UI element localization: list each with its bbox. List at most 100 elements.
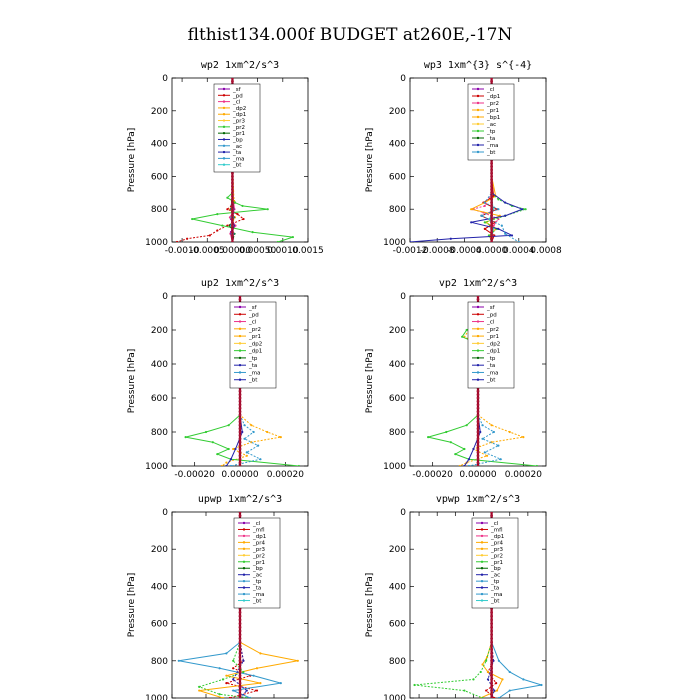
series-point <box>492 224 495 227</box>
series-point <box>463 464 466 466</box>
zero-profile-point <box>476 461 480 464</box>
zero-profile-point <box>238 651 242 655</box>
series-point <box>279 682 282 685</box>
series-point <box>504 232 507 235</box>
zero-profile-point <box>490 618 493 622</box>
zero-profile-point <box>238 611 242 614</box>
legend-entry: _bt <box>252 599 262 605</box>
series-point <box>228 216 232 219</box>
y-axis-label: Pressure [hPa] <box>365 573 375 638</box>
zero-profile-point <box>490 622 493 625</box>
zero-profile-point <box>231 191 234 195</box>
series-point <box>483 204 486 208</box>
y-tick-label: 800 <box>389 205 406 215</box>
legend-marker <box>476 363 480 367</box>
zero-profile-point <box>490 689 493 692</box>
zero-profile-point <box>238 681 242 685</box>
zero-profile-point <box>490 234 493 237</box>
zero-profile-point <box>238 629 242 633</box>
series-point <box>221 678 225 681</box>
series-point <box>232 667 235 670</box>
legend-marker <box>476 342 480 345</box>
legend-marker <box>476 150 480 154</box>
legend-entry: _dp1 <box>490 534 504 540</box>
x-tick-label: -0.0004 <box>447 246 482 256</box>
legend-box <box>467 83 515 161</box>
zero-profile-point <box>238 430 242 434</box>
figure-title: flthist134.000f BUDGET at260E,-17N <box>188 25 513 45</box>
y-tick-label: 600 <box>151 394 168 404</box>
zero-profile-point <box>231 178 234 182</box>
series-point <box>241 204 244 208</box>
series-point <box>522 678 525 681</box>
y-tick-label: 0 <box>162 508 168 518</box>
series-point <box>495 682 498 685</box>
zero-profile-point <box>490 168 493 172</box>
series-point <box>216 213 219 216</box>
series-point <box>485 454 489 457</box>
panel-title: up2 1xm^2/s^3 <box>201 278 279 289</box>
zero-profile-point <box>238 447 242 451</box>
legend-marker <box>242 534 246 538</box>
series-point <box>508 689 511 692</box>
legend-entry: _ac <box>490 573 500 579</box>
y-axis-label: Pressure [hPa] <box>365 349 375 414</box>
zero-profile-point <box>238 464 242 466</box>
panel-title: vp2 1xm^2/s^3 <box>439 278 517 289</box>
zero-profile-point <box>231 220 234 224</box>
series-point <box>504 201 507 204</box>
zero-profile-point <box>231 234 234 237</box>
panels: wp2 1xm^2/s^3 Pressure [hPa] 0 200 400 600 800… <box>127 60 562 700</box>
series-point <box>487 234 490 237</box>
legend-entry: _pr3 <box>252 547 266 553</box>
legend-entry: _bp <box>490 566 501 572</box>
zero-profile-point <box>238 696 242 698</box>
series-point <box>221 224 224 227</box>
series-point <box>242 659 245 662</box>
zero-profile-point <box>231 211 234 214</box>
zero-profile-point <box>238 689 242 692</box>
series-point <box>490 424 493 427</box>
series-point <box>470 221 473 224</box>
series-point <box>228 696 231 698</box>
legend-entry: _ma <box>252 592 264 598</box>
series-point <box>216 229 219 232</box>
legend-entry: _tp <box>486 129 496 135</box>
series-point <box>198 689 201 692</box>
legend-marker <box>480 586 484 589</box>
zero-profile-point <box>490 171 493 175</box>
legend-marker <box>238 349 242 352</box>
zero-profile-point <box>490 240 493 242</box>
panel-2: wp3 1xm^{3} s^{-4} Pressure [hPa] 0 200 400 6… <box>365 60 562 256</box>
series-point <box>276 240 279 242</box>
zero-profile-point <box>490 670 493 674</box>
legend-marker <box>242 528 246 531</box>
x-tick-label: -0.00020 <box>174 470 215 480</box>
series-point <box>229 458 233 461</box>
legend-marker <box>238 334 242 338</box>
zero-profile-point <box>490 165 493 168</box>
zero-profile-point <box>238 400 242 403</box>
zero-profile-point <box>238 444 242 447</box>
legend-marker <box>480 560 484 563</box>
legend-entry: _ma <box>486 370 498 376</box>
zero-profile-point <box>238 685 242 689</box>
legend-entry: _bt <box>248 378 258 384</box>
series-line <box>230 296 262 466</box>
x-tick-label: 0.00000 <box>459 470 496 480</box>
series-point <box>243 437 246 440</box>
zero-profile-point <box>238 410 242 413</box>
series-point <box>413 683 416 687</box>
zero-profile-point <box>238 296 242 298</box>
legend-marker <box>238 320 242 323</box>
zero-profile-point <box>238 393 242 396</box>
series-point <box>250 424 253 427</box>
zero-profile-point <box>231 207 234 211</box>
zero-profile-point <box>490 175 493 178</box>
series-point <box>463 689 466 692</box>
zero-profile-point <box>476 393 480 396</box>
series-point <box>266 208 269 211</box>
zero-profile-point <box>231 204 234 208</box>
series-point <box>204 430 208 434</box>
zero-profile-point <box>231 230 234 234</box>
